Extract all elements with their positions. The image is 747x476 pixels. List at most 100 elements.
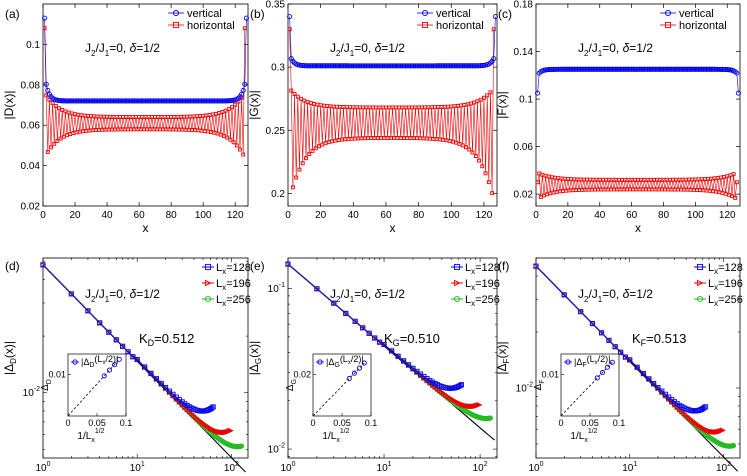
horizontal-point (470, 150, 475, 155)
vertical-point (574, 66, 580, 72)
horizontal-point (241, 152, 246, 157)
vertical-point (440, 63, 446, 69)
vertical-point (571, 66, 577, 72)
inset-ylabel-part: Δ (285, 384, 296, 391)
vertical-point (672, 66, 678, 72)
vertical-point (165, 98, 171, 104)
inset-x-label: 1/Lx1/2 (77, 428, 104, 444)
horizontal-point (294, 175, 299, 180)
vertical-point (723, 66, 729, 73)
inset-point (361, 360, 367, 366)
series-point (458, 382, 465, 388)
vertical-point (609, 66, 616, 72)
vertical-point (407, 63, 414, 69)
series-point (659, 388, 665, 394)
inset-y-tick-label: 0.01 (541, 370, 559, 380)
inset-legend-sub: x (348, 360, 351, 366)
tick-base: 10 (716, 463, 728, 474)
series-point (698, 406, 704, 412)
vertical-point (187, 98, 193, 104)
vertical-point (447, 63, 453, 69)
vertical-point (719, 66, 726, 72)
legend-marker (664, 21, 672, 29)
vertical-point (215, 98, 221, 104)
horizontal-point (49, 145, 53, 150)
vertical-point (450, 63, 456, 69)
vertical-point (152, 98, 158, 104)
vertical-point (189, 98, 195, 104)
vertical-point (595, 66, 601, 72)
inset-legend-label: |ΔF(Lx/2)| (574, 354, 611, 369)
vertical-point (393, 63, 399, 69)
vertical-point (120, 98, 126, 104)
legend-sub: x (471, 267, 475, 276)
inset-x-tick-label: 0.05 (88, 418, 106, 428)
vertical-point (455, 63, 461, 69)
series-point (640, 370, 646, 377)
legend-label: Lx=196 (216, 278, 251, 292)
legend-marker (204, 279, 212, 287)
vertical-point (445, 63, 451, 69)
vertical-point (403, 63, 409, 69)
x-tick-label: 100 (687, 210, 704, 221)
series-point (381, 341, 387, 348)
vertical-point (70, 98, 76, 104)
panel-title: J2/J1=0, δ=1/2 (578, 41, 653, 58)
y-tick-label: 0.04 (21, 161, 41, 172)
x-tick-label: 101 (622, 461, 637, 474)
x-tick-label: 100 (443, 210, 460, 221)
y-tick-label: 0.02 (21, 202, 41, 213)
vertical-point (98, 98, 104, 104)
vertical-point (619, 66, 625, 72)
title-part: J (85, 287, 91, 301)
vertical-point (438, 63, 445, 69)
vertical-point (115, 98, 121, 104)
vertical-point (708, 66, 714, 72)
title-part: J (330, 41, 336, 55)
title-delta: δ (130, 41, 137, 55)
series-point (389, 348, 395, 354)
title-sub: 1 (598, 295, 603, 304)
vertical-point (629, 66, 635, 72)
vertical-point (434, 63, 440, 69)
tick-exponent: 2 (235, 461, 239, 468)
inset-legend-part: (L (94, 354, 102, 364)
panel-title: J2/J1=0, δ=1/2 (85, 41, 160, 58)
vertical-point (139, 98, 145, 104)
vertical-point (630, 66, 636, 72)
ylabel-sub: F (502, 358, 511, 363)
vertical-point (608, 66, 614, 72)
vertical-point (576, 66, 582, 72)
legend-part: L (708, 294, 714, 306)
title-sub: 1 (598, 49, 603, 58)
inset-xlabel-sup: 1/2 (95, 428, 105, 435)
series-point (406, 362, 412, 368)
series-point (85, 308, 91, 314)
vertical-point (734, 70, 740, 76)
title-part: =0, (354, 41, 374, 55)
inset-point (609, 359, 615, 365)
x-tick-label: 40 (594, 210, 606, 221)
vertical-point (603, 66, 609, 72)
vertical-point (673, 66, 679, 72)
horizontal-point (464, 145, 468, 150)
horizontal-point (55, 138, 60, 143)
series-point (343, 310, 349, 316)
vertical-point (86, 98, 92, 104)
vertical-point (404, 63, 410, 69)
x-tick-label: 20 (69, 210, 81, 221)
vertical-point (208, 98, 214, 104)
series-point (125, 349, 131, 355)
vertical-point (146, 98, 152, 104)
legend-marker (664, 9, 672, 17)
legend-sub: x (471, 299, 475, 308)
panel-label: (c) (498, 7, 512, 21)
vertical-point (613, 66, 619, 72)
series-point (158, 380, 164, 386)
vertical-point (142, 98, 149, 104)
inset-y-tick-label: 0.02 (293, 370, 311, 380)
exponent-part: K (139, 331, 148, 346)
series-point (134, 356, 140, 363)
vertical-point (552, 66, 558, 72)
vertical-point (716, 66, 722, 72)
